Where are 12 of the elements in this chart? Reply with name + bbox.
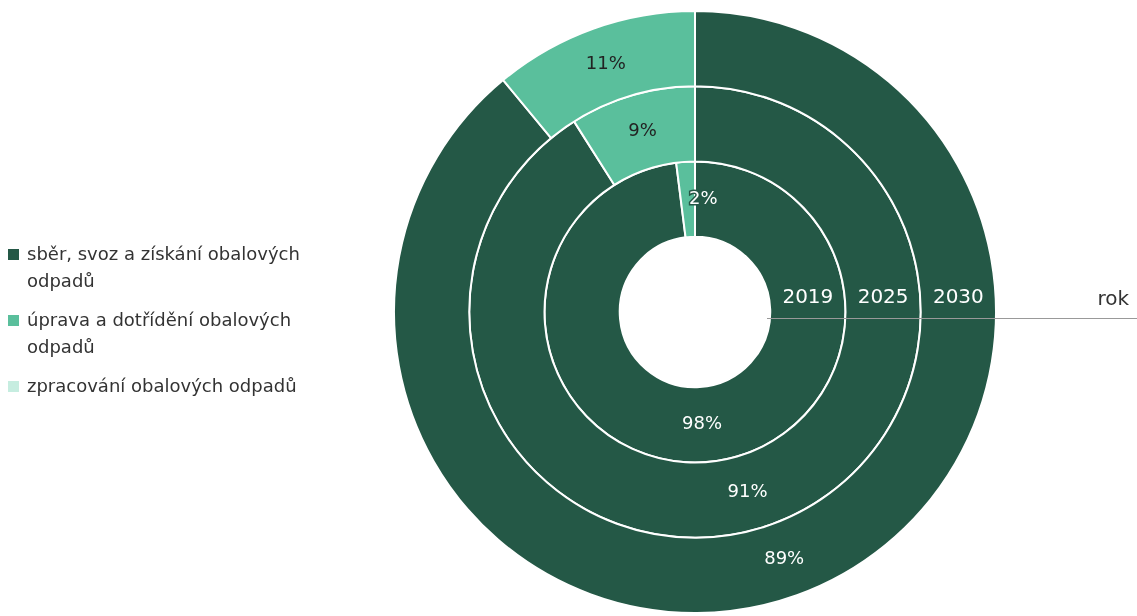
data-label: 98% — [682, 412, 723, 434]
data-label: 9% — [628, 119, 657, 141]
slice-label: 2019 — [782, 284, 834, 309]
slice-label: 2030 — [932, 284, 984, 309]
data-label: 11% — [585, 51, 626, 73]
legend-label: sběr, svoz a získání obalových odpadů — [27, 242, 301, 293]
data-label: 89% — [764, 547, 805, 569]
slice-label: 2025 — [857, 284, 909, 309]
legend-label: úprava a dotřídění obalových odpadů — [27, 308, 293, 359]
data-label: 91% — [727, 480, 768, 502]
legend-label: zpracování obalových odpadů — [27, 374, 297, 398]
legend-title: rok — [1097, 286, 1129, 310]
